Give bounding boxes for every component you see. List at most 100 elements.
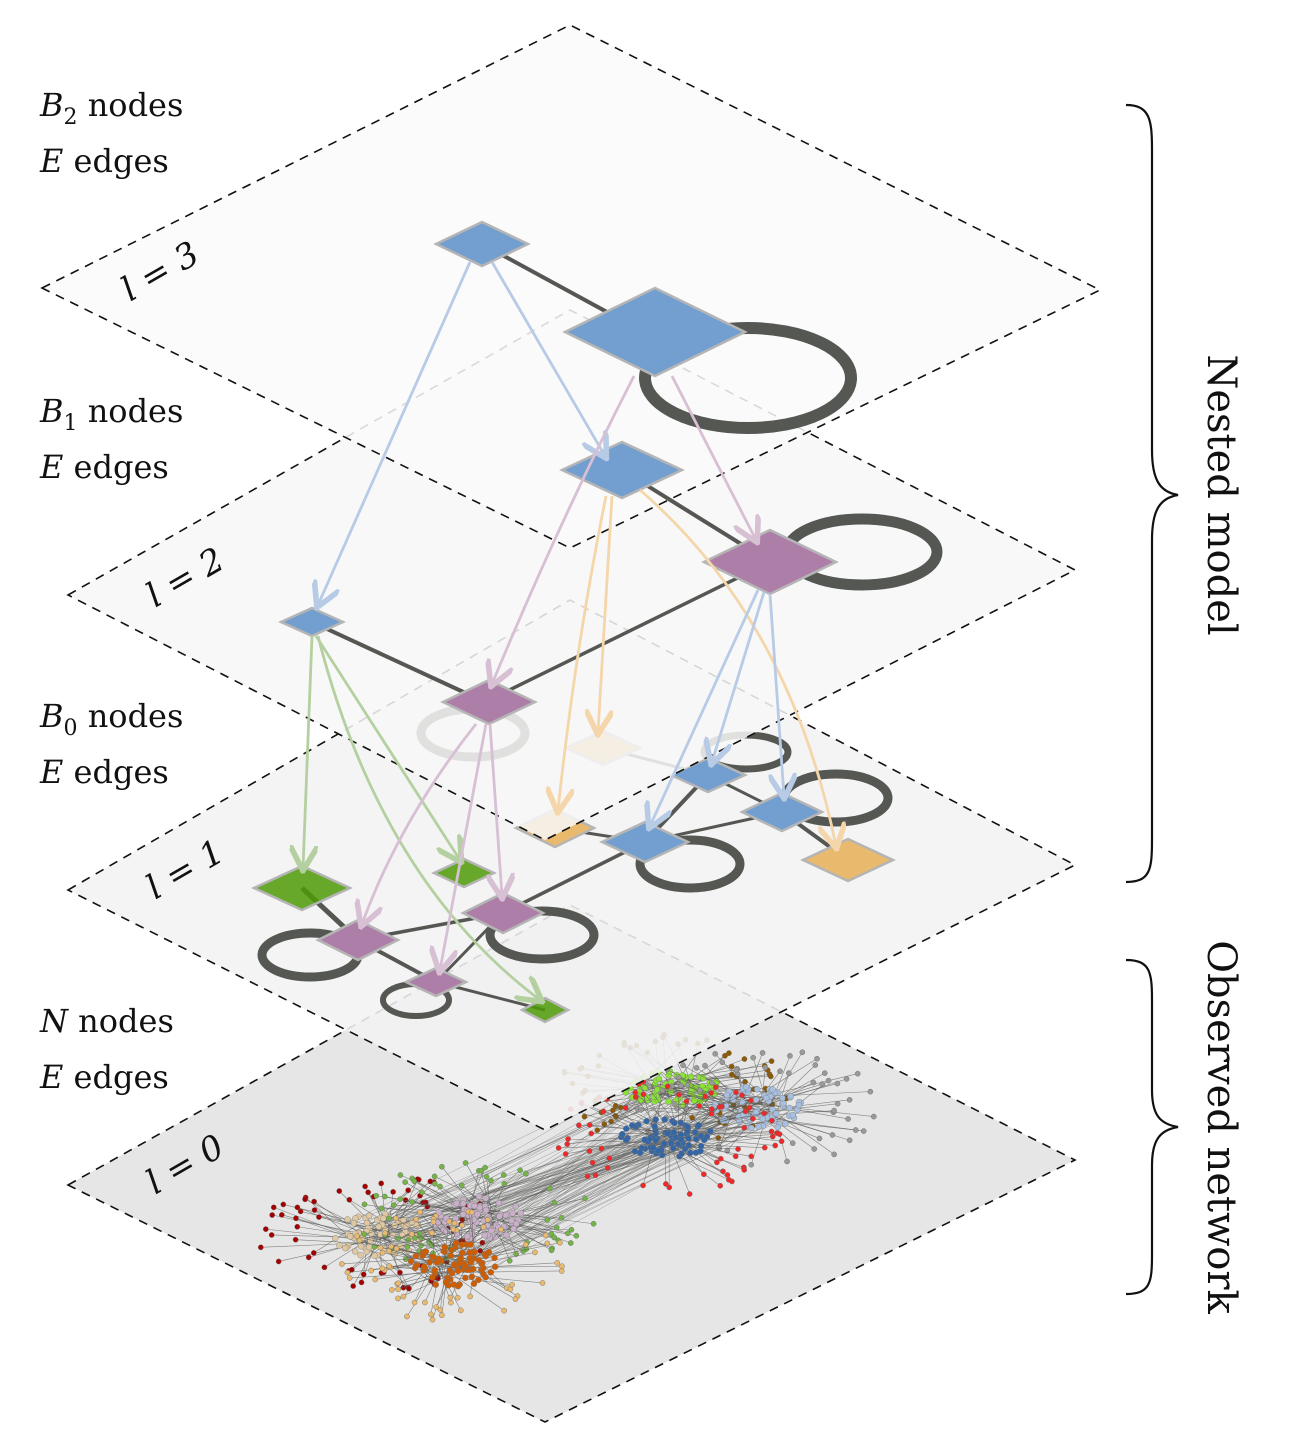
network-node xyxy=(846,1137,853,1144)
network-node xyxy=(393,1215,399,1222)
network-edge xyxy=(455,1111,741,1205)
network-node xyxy=(724,1172,731,1178)
network-node xyxy=(650,1093,657,1101)
network-node xyxy=(437,1307,444,1313)
network-node xyxy=(463,1232,471,1240)
network-node xyxy=(659,1087,666,1094)
network-node xyxy=(759,1050,766,1056)
network-node xyxy=(674,1106,681,1112)
network-node xyxy=(439,1312,445,1319)
network-node xyxy=(470,1265,477,1273)
network-node xyxy=(636,1149,644,1156)
network-node xyxy=(665,1098,672,1105)
network-node xyxy=(508,1217,515,1224)
network-node xyxy=(432,1181,438,1187)
network-node xyxy=(714,1159,720,1166)
network-edge xyxy=(478,1137,646,1204)
network-edge xyxy=(452,1274,505,1311)
network-edge xyxy=(644,1086,668,1141)
network-node xyxy=(459,1200,467,1207)
network-node xyxy=(412,1252,420,1260)
network-node xyxy=(483,1173,490,1180)
network-node xyxy=(378,1205,385,1212)
network-node xyxy=(405,1187,411,1194)
network-node xyxy=(722,1052,728,1059)
network-node xyxy=(786,1070,792,1076)
network-node xyxy=(427,1178,434,1185)
network-node xyxy=(664,1130,671,1137)
network-node xyxy=(559,1263,565,1270)
network-node xyxy=(397,1172,404,1178)
network-edge xyxy=(300,1211,372,1229)
network-node xyxy=(402,1179,408,1185)
network-edge xyxy=(411,1233,468,1257)
network-node xyxy=(769,1086,776,1093)
network-node xyxy=(654,1086,661,1093)
network-node xyxy=(610,1107,616,1114)
network-node xyxy=(467,1241,474,1248)
network-node xyxy=(502,1212,509,1219)
network-node xyxy=(544,1217,551,1223)
network-node xyxy=(311,1207,318,1213)
network-node xyxy=(447,1252,455,1259)
network-node xyxy=(852,1127,859,1133)
network-node xyxy=(742,1083,750,1091)
network-node xyxy=(432,1281,439,1288)
network-node xyxy=(565,1136,571,1142)
network-node xyxy=(458,1307,464,1314)
network-node xyxy=(354,1233,360,1239)
network-node xyxy=(687,1073,695,1080)
network-node xyxy=(350,1220,358,1227)
network-node xyxy=(310,1250,317,1256)
svg-text:E edges: E edges xyxy=(39,142,169,180)
network-node xyxy=(769,1133,776,1140)
network-node xyxy=(729,1178,735,1185)
network-node xyxy=(447,1294,454,1301)
network-node xyxy=(279,1212,285,1218)
network-node xyxy=(441,1243,448,1251)
network-node xyxy=(344,1269,351,1276)
network-node xyxy=(780,1100,787,1107)
network-node xyxy=(346,1196,353,1203)
network-edge xyxy=(474,1152,666,1220)
network-node xyxy=(386,1215,392,1222)
network-node xyxy=(777,1068,783,1075)
network-node xyxy=(379,1265,386,1272)
network-node xyxy=(481,1232,488,1239)
network-edge xyxy=(747,1102,874,1117)
network-edge xyxy=(297,1207,382,1241)
layer-1-side-label: B0 nodes E edges xyxy=(39,697,183,791)
network-node xyxy=(712,1084,719,1091)
network-node xyxy=(748,1161,755,1168)
network-node xyxy=(482,1206,490,1214)
network-node xyxy=(749,1115,756,1122)
network-edge xyxy=(435,1148,679,1259)
network-node xyxy=(453,1200,460,1207)
network-node xyxy=(512,1203,520,1210)
network-edge xyxy=(750,1083,838,1107)
network-node xyxy=(263,1226,269,1232)
network-edge xyxy=(405,1181,480,1226)
network-node xyxy=(305,1254,312,1261)
network-node xyxy=(551,1199,558,1206)
network-node xyxy=(632,1094,639,1100)
network-node xyxy=(568,1226,575,1233)
network-node xyxy=(795,1102,803,1109)
network-node xyxy=(712,1051,719,1057)
network-node xyxy=(365,1189,371,1196)
observed-network-brace xyxy=(1125,958,1179,1296)
network-node xyxy=(500,1172,507,1178)
network-node xyxy=(474,1211,481,1218)
network-node xyxy=(388,1243,394,1250)
layer-3-plane xyxy=(40,24,1102,549)
network-node xyxy=(661,1116,668,1123)
network-node xyxy=(686,1191,693,1197)
network-node xyxy=(784,1158,790,1165)
network-node xyxy=(487,1269,494,1276)
network-node xyxy=(407,1257,415,1265)
network-node xyxy=(834,1100,841,1107)
network-node xyxy=(768,1128,775,1135)
layer-0-side-label: N nodes E edges xyxy=(39,1002,174,1096)
network-node xyxy=(685,1142,693,1149)
network-node xyxy=(708,1090,714,1096)
